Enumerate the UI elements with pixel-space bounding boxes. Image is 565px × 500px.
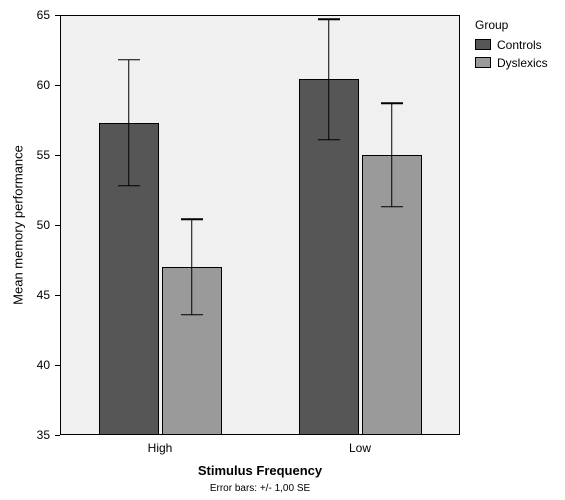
errorbar-cap — [318, 18, 340, 20]
errorbar-cap — [181, 219, 203, 221]
y-axis-title: Mean memory performance — [11, 145, 26, 305]
errorbar-line — [191, 219, 193, 314]
y-tick-label: 65 — [0, 8, 50, 22]
y-tick-mark — [55, 15, 60, 16]
y-tick-label: 35 — [0, 428, 50, 442]
legend-label: Controls — [491, 38, 542, 52]
legend-item: Controls — [475, 36, 542, 54]
y-tick-label: 60 — [0, 78, 50, 92]
errorbar-line — [128, 60, 130, 186]
errorbar-cap — [118, 185, 140, 187]
legend-label: Dyslexics — [491, 56, 548, 70]
y-tick-mark — [55, 85, 60, 86]
x-tick-label: High — [148, 441, 173, 455]
y-tick-mark — [55, 155, 60, 156]
legend-title: Group — [475, 18, 508, 32]
legend-swatch — [475, 39, 491, 50]
errorbar-line — [328, 19, 330, 139]
y-tick-mark — [55, 225, 60, 226]
x-axis-title: Stimulus Frequency — [198, 463, 322, 478]
errorbar-cap — [381, 206, 403, 208]
y-tick-mark — [55, 365, 60, 366]
errorbar-caption: Error bars: +/- 1,00 SE — [210, 483, 310, 494]
y-tick-label: 40 — [0, 358, 50, 372]
y-tick-mark — [55, 435, 60, 436]
x-tick-label: Low — [349, 441, 371, 455]
errorbar-cap — [318, 139, 340, 141]
errorbar-line — [391, 103, 393, 207]
y-tick-mark — [55, 295, 60, 296]
chart-container: 35404550556065 Mean memory performance H… — [0, 0, 565, 500]
errorbar-cap — [181, 314, 203, 316]
errorbar-cap — [381, 102, 403, 104]
legend-item: Dyslexics — [475, 54, 548, 72]
errorbar-cap — [118, 59, 140, 61]
legend-swatch — [475, 57, 491, 68]
